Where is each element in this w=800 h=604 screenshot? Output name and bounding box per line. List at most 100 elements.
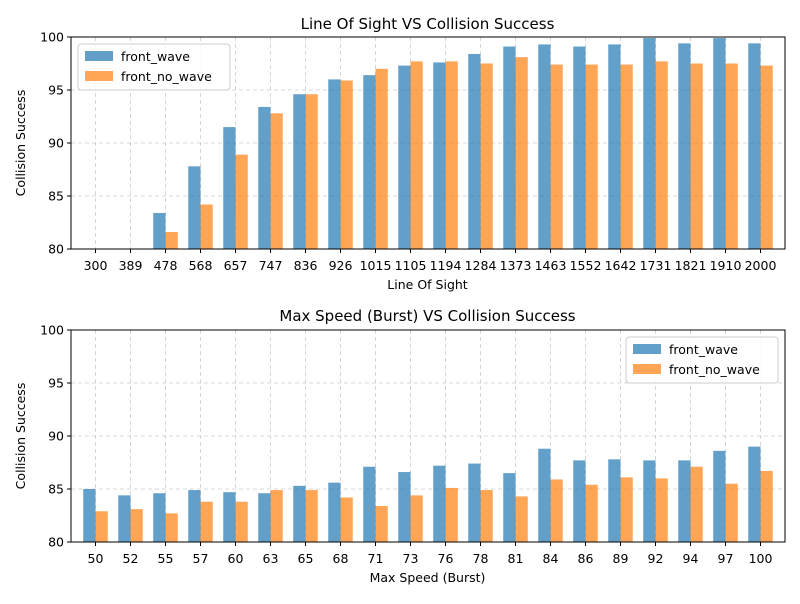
y-tick-label: 90 (48, 136, 64, 151)
bar-front-no-wave (200, 204, 213, 249)
bar-front-wave (643, 38, 656, 250)
bar-front-no-wave (725, 63, 738, 249)
bar-front-wave (573, 46, 586, 249)
x-tick-label: 76 (438, 551, 454, 566)
x-tick-label: 52 (123, 551, 139, 566)
x-tick-label: 300 (84, 258, 108, 273)
x-tick-label: 1194 (430, 258, 462, 273)
x-tick-label: 1821 (675, 258, 707, 273)
x-tick-label: 78 (473, 551, 489, 566)
bar-front-no-wave (690, 466, 703, 542)
legend: front_wave front_no_wave (625, 336, 779, 384)
x-tick-label: 55 (158, 551, 174, 566)
bar-front-wave (748, 43, 761, 249)
bar-front-wave (503, 46, 516, 249)
bar-front-no-wave (620, 64, 633, 249)
bar-front-wave (678, 43, 691, 249)
bar-front-no-wave (165, 232, 178, 249)
bar-front-wave (398, 65, 411, 250)
x-tick-label: 97 (718, 551, 734, 566)
x-tick-label: 68 (333, 551, 349, 566)
x-tick-label: 2000 (745, 258, 777, 273)
x-tick-label: 65 (298, 551, 314, 566)
bar-front-no-wave (760, 65, 773, 250)
x-tick-label: 73 (403, 551, 419, 566)
x-tick-label: 60 (228, 551, 244, 566)
y-tick-label: 85 (48, 482, 64, 497)
chart-line-of-sight: Line Of Sight VS Collision Success 80 85 9… (13, 15, 786, 292)
x-tick-label: 1642 (605, 258, 637, 273)
x-tick-label: 1373 (500, 258, 532, 273)
legend-swatch (633, 364, 661, 374)
bar-front-wave (153, 493, 166, 542)
y-tick-label: 95 (48, 376, 64, 391)
bar-front-wave (573, 460, 586, 542)
bar-front-wave (713, 38, 726, 250)
bar-front-no-wave (130, 509, 143, 542)
legend-swatch (85, 71, 113, 81)
bar-front-no-wave (585, 64, 598, 249)
bar-front-wave (363, 466, 376, 542)
y-tick-label: 85 (48, 189, 64, 204)
bar-front-no-wave (235, 501, 248, 542)
bar-front-no-wave (95, 511, 108, 542)
x-tick-label: 1105 (395, 258, 427, 273)
bar-front-wave (153, 212, 166, 249)
x-tick-label: 92 (648, 551, 664, 566)
bar-front-no-wave (375, 68, 388, 249)
bar-front-wave (538, 448, 551, 542)
x-tick-label: 747 (259, 258, 283, 273)
bar-front-no-wave (305, 490, 318, 542)
y-tick-label: 80 (48, 242, 64, 257)
x-tick-label: 1015 (360, 258, 392, 273)
bar-front-wave (118, 495, 131, 542)
bar-front-wave (538, 44, 551, 249)
bar-front-no-wave (165, 513, 178, 542)
bar-front-no-wave (725, 483, 738, 542)
bar-front-no-wave (445, 487, 458, 542)
bar-front-wave (468, 53, 481, 250)
y-tick-label: 90 (48, 429, 64, 444)
bar-front-no-wave (550, 479, 563, 542)
bar-front-no-wave (655, 61, 668, 249)
bar-front-no-wave (340, 497, 353, 542)
x-tick-label: 1284 (465, 258, 497, 273)
legend-label: front_no_wave (121, 69, 212, 84)
x-tick-label: 836 (294, 258, 318, 273)
x-tick-label: 50 (88, 551, 104, 566)
bar-front-wave (293, 485, 306, 542)
x-tick-label: 1731 (640, 258, 672, 273)
bar-front-wave (258, 493, 271, 542)
y-axis-label: Collision Success (13, 90, 28, 197)
y-axis-label: Collision Success (13, 383, 28, 490)
legend-label: front_wave (121, 49, 190, 64)
bar-front-no-wave (270, 113, 283, 249)
bar-front-wave (468, 463, 481, 542)
bar-front-no-wave (200, 501, 213, 542)
y-tick-label: 100 (40, 30, 64, 45)
bar-front-no-wave (270, 490, 283, 542)
bar-front-no-wave (620, 477, 633, 542)
x-tick-label: 71 (368, 551, 384, 566)
bar-front-no-wave (410, 495, 423, 542)
x-tick-label: 57 (193, 551, 209, 566)
bar-front-no-wave (375, 505, 388, 542)
bar-front-no-wave (515, 496, 528, 542)
bar-front-wave (188, 490, 201, 542)
bar-front-wave (363, 75, 376, 249)
bar-front-wave (398, 472, 411, 542)
x-tick-label: 89 (613, 551, 629, 566)
legend-frame (77, 43, 231, 91)
x-tick-label: 389 (119, 258, 143, 273)
x-axis-label: Max Speed (Burst) (370, 570, 486, 585)
bar-front-no-wave (690, 63, 703, 249)
bar-front-no-wave (585, 484, 598, 542)
bar-front-wave (223, 127, 236, 249)
bar-front-no-wave (515, 57, 528, 249)
bar-front-wave (83, 489, 96, 542)
bar-front-no-wave (480, 490, 493, 542)
x-tick-label: 81 (508, 551, 524, 566)
legend-frame (625, 336, 779, 384)
bar-front-wave (503, 473, 516, 542)
bar-front-wave (748, 446, 761, 542)
